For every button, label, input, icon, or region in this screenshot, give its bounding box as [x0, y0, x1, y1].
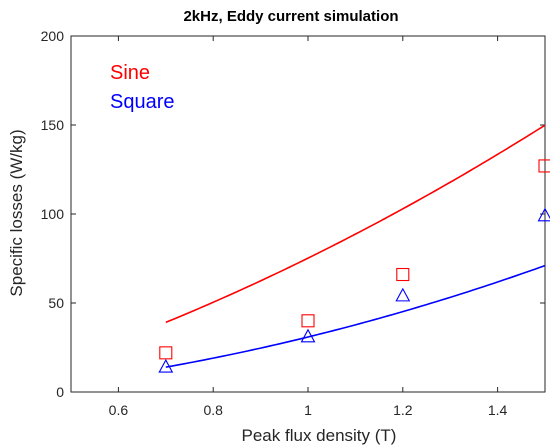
- y-tick-label: 150: [41, 117, 65, 133]
- square-marker: [537, 207, 550, 222]
- sine-marker: [396, 267, 410, 282]
- axes: 0.6 0.8 1 1.2 1.4 0 50 100 150 200: [41, 28, 546, 418]
- square-marker: [158, 358, 174, 373]
- x-tick-label: 1.2: [393, 402, 413, 418]
- y-tick-label: 200: [41, 28, 65, 44]
- plot-frame: [70, 35, 546, 393]
- sine-fit-line: [165, 124, 546, 324]
- chart-title: 2kHz, Eddy current simulation: [183, 8, 398, 25]
- sine-marker: [159, 346, 173, 360]
- x-axis-label: Peak flux density (T): [242, 426, 397, 445]
- series-layer: [158, 124, 550, 373]
- x-tick-label: 1: [304, 402, 312, 418]
- y-tick-label: 50: [48, 295, 64, 311]
- x-tick-label: 1.4: [488, 402, 508, 418]
- y-tick-label: 100: [41, 206, 65, 222]
- y-tick-label: 0: [56, 384, 64, 400]
- square-marker: [395, 287, 411, 302]
- legend-sine: Sine: [110, 62, 150, 84]
- square-marker: [300, 328, 316, 343]
- x-tick-label: 0.8: [203, 402, 223, 418]
- x-tick-label: 0.6: [109, 402, 129, 418]
- sine-marker: [301, 314, 315, 328]
- legend: Sine Square: [110, 62, 175, 113]
- y-axis-label: Specific losses (W/kg): [7, 129, 26, 296]
- square-fit-line: [165, 264, 546, 368]
- legend-square: Square: [110, 91, 175, 113]
- sine-marker: [538, 159, 550, 173]
